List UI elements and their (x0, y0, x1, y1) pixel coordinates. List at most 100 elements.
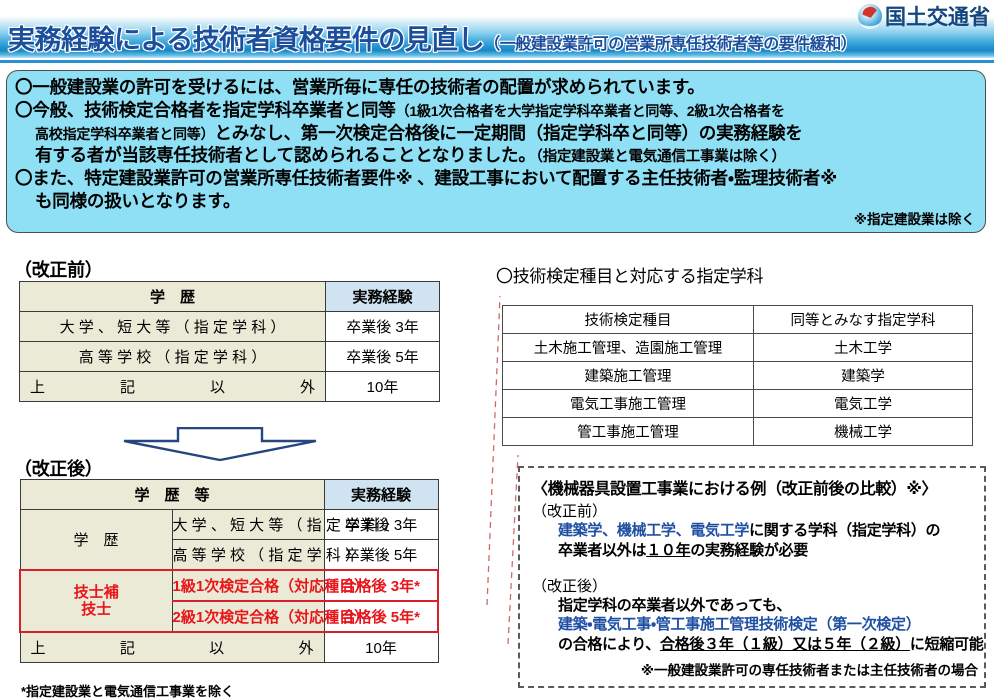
right-cell-department-3: 電気工学 (753, 389, 973, 418)
table-row: 建築施工管理 建築学 (502, 361, 973, 390)
right-table-caption: 〇技術検定種目と対応する指定学科 (496, 267, 764, 286)
after-cell-experience-3: 合格後 3年* (323, 569, 439, 602)
after-cell-item-3: 1級1次検定合格（対応種目） (171, 569, 369, 602)
before-cell-experience-2: 卒業後 5年 (325, 341, 440, 372)
right-cell-department-2: 建築学 (753, 361, 973, 390)
connector-line-lower (507, 454, 519, 645)
before-cell-experience-1: 卒業後 3年 (325, 311, 440, 342)
lead-line-4-main: 有する者が当該専任技術者として認められることとなりました。 (35, 145, 536, 166)
after-cell-item-5: 上 記 以 外 (19, 631, 325, 663)
table-row: 土木施工管理、造園施工管理 土木工学 (502, 333, 973, 362)
example-before-head: （改正前） (532, 503, 608, 520)
table-row: 上 記 以 外 10年 (19, 631, 439, 663)
before-table: 学 歴 実務経験 大 学 、 短 大 等 （ 指 定 学 科 ） 卒業後 3年 … (19, 281, 440, 402)
right-header-department: 同等とみなす指定学科 (753, 305, 973, 334)
after-group-gishiho-line1: 技士補 (73, 583, 119, 601)
example-spacer (532, 561, 974, 574)
before-cell-education-3: 上 記 以 外 (19, 371, 326, 402)
before-caption: （改正前） (14, 260, 103, 280)
before-header-education: 学 歴 (19, 281, 326, 312)
after-footnote: *指定建設業と電気通信工事業を除く (21, 684, 235, 699)
example-title: 〈機械器具設置工事業における例（改正前後の比較）※〉 (532, 481, 938, 498)
table-row: 上 記 以 外 10年 (19, 371, 440, 402)
after-cell-item-5-p3: 以 (209, 640, 225, 657)
example-after-line1: 指定学科の卒業者以外であっても、 (558, 596, 792, 614)
right-cell-department-1: 土木工学 (753, 333, 973, 362)
after-group-education: 学 歴 (19, 509, 173, 571)
before-cell-education-3-p2: 記 (119, 379, 135, 396)
lead-footnote: ※指定建設業は除く (853, 212, 975, 227)
right-cell-subject-2: 建築施工管理 (502, 361, 754, 390)
after-caption: （改正後） (14, 459, 103, 479)
lead-line-2-note: （1級1次合格者を大学指定学科卒業者と同等、2級1次合格者を (395, 102, 785, 119)
after-group-gishiho: 技士補 技士 (19, 569, 173, 633)
before-header-experience: 実務経験 (325, 281, 440, 312)
after-cell-item-4: 2級1次検定合格（対応種目） (171, 600, 369, 633)
example-footnote: ※一般建設業許可の専任技術者または主任技術者の場合 (640, 663, 978, 678)
lead-line-3-main: とみなし、第一次検定合格後に一定期間（指定学科卒と同等）の実務経験を (214, 122, 803, 143)
after-header-education: 学 歴 等 (19, 479, 325, 510)
table-row: 学 歴 実務経験 (19, 281, 440, 312)
example-before-line2-pre: 卒業者以外は (558, 541, 647, 559)
header-underline (0, 60, 994, 63)
after-cell-item-5-p2: 記 (119, 640, 135, 657)
table-row: 学 歴 等 実務経験 (19, 479, 439, 510)
example-before-line1-rest: に関する学科（指定学科）の (749, 522, 941, 539)
mlit-logo-icon (858, 4, 882, 29)
table-row: 技士補 技士 1級1次検定合格（対応種目） 合格後 3年* (19, 569, 439, 633)
before-cell-education-3-p4: 外 (299, 379, 315, 396)
exam-subject-table: 技術検定種目 同等とみなす指定学科 土木施工管理、造園施工管理 土木工学 建築施… (502, 305, 973, 446)
example-before-line2-post: の実務経験が必要 (690, 541, 808, 559)
example-after-line3-underline: 合格後３年（１級）又は５年（２級） (660, 636, 910, 654)
down-arrow-icon (123, 427, 317, 461)
lead-line-3-note: 高校指定学科卒業者と同等） (35, 125, 215, 142)
example-after-line3: の合格により、合格後３年（１級）又は５年（２級）に短縮可能 (532, 635, 984, 655)
example-callout: 〈機械器具設置工事業における例（改正前後の比較）※〉 （改正前） 建築学、機械工… (518, 466, 986, 688)
before-cell-education-2: 高 等 学 校 （ 指 定 学 科 ） (19, 341, 326, 372)
lead-line-4: 有する者が当該専任技術者として認められることとなりました。（指定建設業と電気通信… (15, 144, 977, 167)
after-cell-experience-2: 卒業後 5年 (323, 539, 439, 571)
right-cell-subject-1: 土木施工管理、造園施工管理 (502, 333, 754, 362)
table-row: 電気工事施工管理 電気工学 (502, 389, 973, 418)
after-header-experience: 実務経験 (323, 479, 439, 510)
table-row: 学 歴 大 学 、 短 大 等 （ 指 定 学 科 ） 卒業後 3年 (19, 509, 439, 571)
lead-line-2: 〇今般、技術検定合格者を指定学科卒業者と同等（1級1次合格者を大学指定学科卒業者… (15, 99, 977, 122)
page-title: 実務経験による技術者資格要件の見直し（一般建設業許可の営業所専任技術者等の要件緩… (8, 18, 857, 57)
lead-line-5: 〇また、特定建設業許可の営業所専任技術者要件※ 、建設工事において配置する主任技… (15, 168, 838, 189)
connector-line-upper (486, 295, 501, 606)
after-cell-item-2: 高 等 学 校 （ 指 定 学 科 ） (171, 539, 360, 571)
lead-line-1: 〇一般建設業の許可を受けるには、営業所毎に専任の技術者の配置が求められています。 (15, 77, 705, 97)
after-group-gishiho-line2: 技士 (81, 601, 112, 618)
header-band (0, 16, 994, 58)
table-row: 2級1次検定合格（対応種目） 合格後 5年* (20, 600, 439, 633)
after-cell-item-1: 大 学 、 短 大 等 （ 指 定 学 科 ） (171, 509, 398, 540)
table-row: 技術検定種目 同等とみなす指定学科 (502, 305, 973, 334)
table-row: 高 等 学 校 （ 指 定 学 科 ） 卒業後 5年 (19, 341, 440, 372)
example-before-line1-blue: 建築学、機械工学、電気工学 (558, 522, 750, 539)
after-cell-experience-4: 合格後 5年* (323, 600, 439, 633)
page-title-sub: （一般建設業許可の営業所専任技術者等の要件緩和） (484, 36, 857, 53)
ministry-name: 国土交通省 (885, 6, 990, 29)
before-cell-experience-3: 10年 (325, 371, 440, 402)
example-after-line3-post: に短縮可能 (909, 636, 984, 654)
summary-callout: 〇一般建設業の許可を受けるには、営業所毎に専任の技術者の配置が求められています。… (6, 70, 986, 233)
table-row: 高 等 学 校 （ 指 定 学 科 ） 卒業後 5年 (20, 539, 439, 571)
ministry-logo: 国土交通省 (858, 1, 990, 31)
after-cell-item-5-p4: 外 (298, 640, 314, 657)
right-cell-subject-3: 電気工事施工管理 (502, 389, 754, 418)
right-cell-department-4: 機械工学 (753, 417, 973, 446)
lead-line-3: 高校指定学科卒業者と同等）とみなし、第一次検定合格後に一定期間（指定学科卒と同等… (15, 122, 977, 145)
example-after-head: （改正後） (532, 577, 608, 595)
lead-line-2-main: 〇今般、技術検定合格者を指定学科卒業者と同等 (15, 99, 396, 120)
after-cell-experience-1: 卒業後 3年 (323, 509, 439, 540)
table-row: 管工事施工管理 機械工学 (502, 417, 973, 446)
page-title-main: 実務経験による技術者資格要件の見直し (8, 25, 485, 55)
after-cell-experience-5: 10年 (323, 631, 439, 663)
after-table: 学 歴 等 実務経験 学 歴 大 学 、 短 大 等 （ 指 定 学 科 ） 卒… (19, 479, 439, 663)
before-cell-education-3-p1: 上 (30, 379, 46, 396)
example-before-line1: 建築学、機械工学、電気工学に関する学科（指定学科）の (532, 521, 974, 541)
page-header: 実務経験による技術者資格要件の見直し（一般建設業許可の営業所専任技術者等の要件緩… (0, 0, 994, 66)
after-cell-item-5-p1: 上 (30, 640, 46, 657)
example-before-line2: 卒業者以外は１０年の実務経験が必要 (532, 541, 974, 561)
right-cell-subject-4: 管工事施工管理 (502, 417, 754, 446)
